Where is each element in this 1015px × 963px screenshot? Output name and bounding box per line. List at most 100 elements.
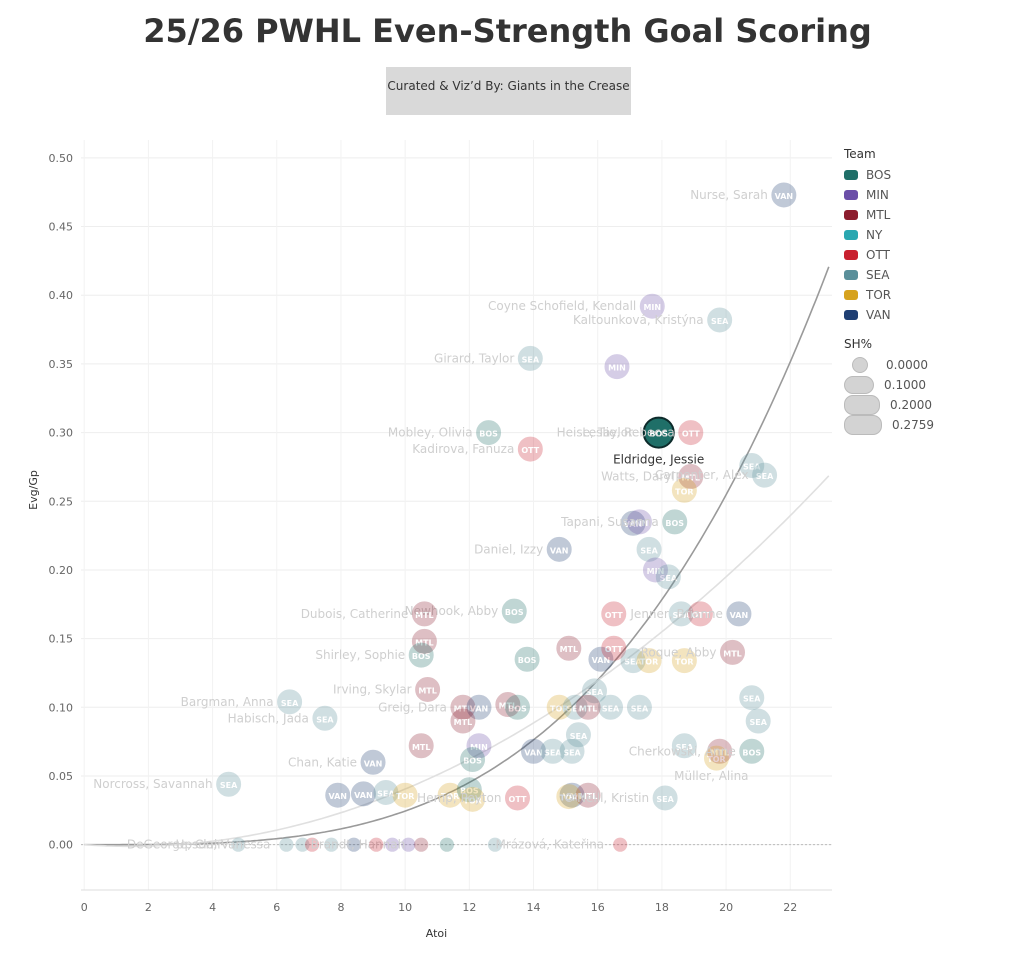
data-point[interactable]: MIN <box>626 509 652 535</box>
data-point[interactable]: VAN <box>466 694 492 720</box>
data-point[interactable]: SEA <box>739 685 765 711</box>
data-point[interactable]: VAN <box>325 782 351 808</box>
data-point[interactable]: SEA <box>373 779 399 805</box>
data-point[interactable]: SEA <box>598 694 624 720</box>
data-point[interactable]: VAN <box>350 781 376 807</box>
point-label: Watts, Daryl <box>601 470 675 484</box>
data-point[interactable]: MTL <box>411 628 437 654</box>
data-point[interactable]: SEA <box>739 453 765 479</box>
data-point[interactable]: BOS <box>739 738 765 764</box>
data-point[interactable]: SEA <box>582 678 608 704</box>
data-point[interactable]: TOR <box>392 782 418 808</box>
data-point[interactable]: SEA <box>312 705 338 731</box>
team-logo-mark <box>556 784 582 810</box>
data-point[interactable]: SEA <box>626 694 652 720</box>
point-label: Nurse, Sarah <box>690 188 768 202</box>
data-point[interactable]: BOS <box>460 747 486 773</box>
data-point[interactable]: SEA <box>620 648 646 674</box>
data-point[interactable]: MTL <box>707 738 733 764</box>
data-point[interactable]: VAN <box>521 738 547 764</box>
data-point[interactable]: MIN <box>466 733 492 759</box>
data-point[interactable]: OTT <box>687 601 713 627</box>
team-code-mark: TOR <box>396 792 414 801</box>
data-point[interactable]: OTT <box>517 436 543 462</box>
data-point[interactable]: VAN <box>346 837 361 852</box>
data-point[interactable]: SEA <box>487 837 503 852</box>
data-point[interactable]: BOS <box>514 646 540 672</box>
data-point[interactable]: MTL <box>408 733 434 759</box>
data-point[interactable]: SEA <box>279 837 294 852</box>
data-point[interactable]: MIN <box>604 354 630 380</box>
data-point[interactable]: SEA <box>295 837 310 852</box>
data-point[interactable]: MTL <box>575 694 601 720</box>
data-point[interactable]: BOS <box>504 694 530 720</box>
data-point[interactable]: BOS <box>501 598 527 624</box>
data-point[interactable]: SEA <box>565 722 591 748</box>
data-point[interactable]: OTT <box>613 837 628 852</box>
data-point[interactable]: TOR <box>703 745 729 771</box>
data-point[interactable]: TOR <box>546 694 572 720</box>
data-point[interactable]: MTL <box>575 782 601 808</box>
data-point[interactable]: MTL <box>450 694 476 720</box>
data-point[interactable]: MTL <box>720 639 746 665</box>
team-logo-mark <box>565 722 591 748</box>
data-point[interactable]: OTT <box>304 837 320 852</box>
data-point[interactable]: BOS <box>642 416 675 449</box>
data-point[interactable]: SEA <box>652 785 678 811</box>
data-point[interactable]: OTT <box>601 635 627 661</box>
data-point[interactable]: BOS <box>439 837 454 852</box>
data-point[interactable]: OTT <box>601 601 627 627</box>
data-point[interactable]: SEA <box>559 738 585 764</box>
data-point[interactable]: SEA <box>540 738 566 764</box>
data-point[interactable]: VAN <box>771 182 797 208</box>
data-point[interactable]: SEA <box>671 733 697 759</box>
data-point[interactable]: TOR <box>671 477 697 503</box>
team-logo-mark <box>752 462 778 488</box>
team-code-mark: TOR <box>550 704 568 713</box>
data-point[interactable]: MIN <box>385 837 400 852</box>
data-point[interactable]: VAN <box>588 646 614 672</box>
data-point[interactable]: MIN <box>401 837 416 852</box>
data-point[interactable]: TOR <box>636 648 662 674</box>
data-point[interactable]: BOS <box>662 509 688 535</box>
team-code-mark: SEA <box>672 611 690 620</box>
team-code-mark: SEA <box>281 699 299 708</box>
data-point[interactable]: VAN <box>360 749 386 775</box>
data-point[interactable]: MTL <box>450 708 476 734</box>
data-point[interactable]: MIN <box>642 557 668 583</box>
data-point[interactable]: MTL <box>415 676 441 702</box>
data-point[interactable]: BOS <box>408 642 434 668</box>
data-point[interactable]: VAN <box>546 536 572 562</box>
data-point[interactable]: MTL <box>414 837 429 852</box>
data-point[interactable]: OTT <box>678 420 704 446</box>
data-point[interactable]: OTT <box>369 837 384 852</box>
data-point[interactable]: OTT <box>504 785 530 811</box>
data-point[interactable]: MTL <box>556 635 582 661</box>
data-point[interactable]: SEA <box>517 345 543 371</box>
data-point[interactable]: SEA <box>231 837 246 852</box>
data-point[interactable]: TOR <box>556 784 582 810</box>
data-point[interactable]: TOR <box>437 782 463 808</box>
data-point[interactable]: SEA <box>707 307 733 333</box>
data-point[interactable]: SEA <box>668 601 694 627</box>
data-point[interactable]: TOR <box>460 786 486 812</box>
data-point[interactable]: MIN <box>639 293 665 319</box>
data-point[interactable]: SEA <box>324 837 339 852</box>
data-point[interactable]: SEA <box>745 708 771 734</box>
data-point[interactable]: VAN <box>559 782 585 808</box>
data-point[interactable]: MTL <box>411 601 437 627</box>
data-point[interactable]: SEA <box>752 462 778 488</box>
data-point[interactable]: BOS <box>476 420 502 446</box>
data-point[interactable]: BOS <box>456 777 482 803</box>
data-point[interactable]: SEA <box>216 771 242 797</box>
data-point[interactable]: SEA <box>636 536 662 562</box>
data-point[interactable]: TOR <box>671 648 697 674</box>
data-point[interactable]: SEA <box>562 694 588 720</box>
legend-size-list: 0.0000 0.1000 0.2000 0.2759 <box>844 355 934 435</box>
data-point[interactable]: MTL <box>678 464 704 490</box>
data-point[interactable]: MTL <box>495 692 521 718</box>
data-point[interactable]: SEA <box>655 564 681 590</box>
data-point[interactable]: VAN <box>726 601 752 627</box>
data-point[interactable]: SEA <box>277 689 303 715</box>
data-point[interactable]: VAN <box>620 510 646 536</box>
